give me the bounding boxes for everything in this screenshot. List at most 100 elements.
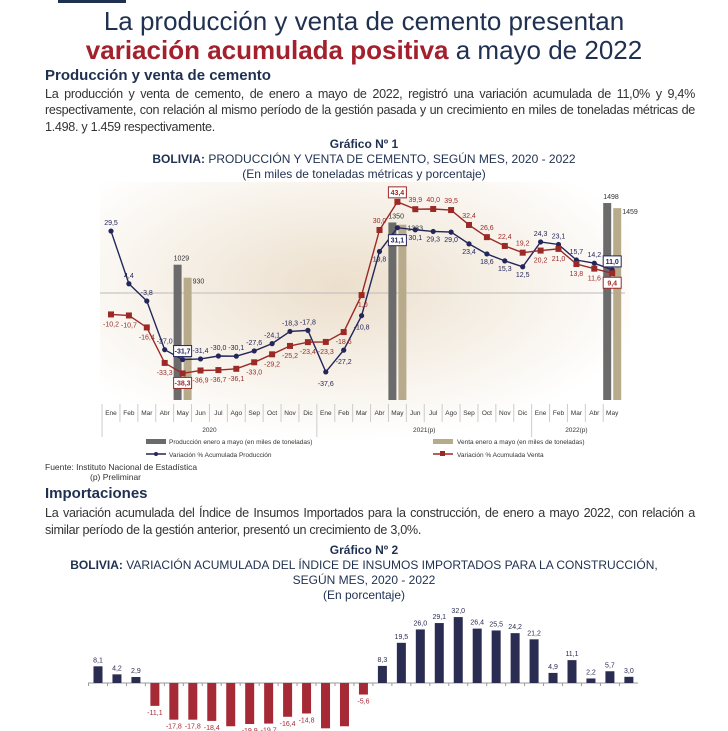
- chart1-title: BOLIVIA: PRODUCCIÓN Y VENTA DE CEMENTO, …: [0, 152, 728, 167]
- source-text: Fuente: Instituto Nacional de Estadístic…: [45, 462, 198, 473]
- month-label: May: [391, 410, 404, 417]
- production-point: [305, 327, 311, 334]
- sales-point: [358, 292, 365, 299]
- sales-value-label: 39,5: [444, 198, 458, 205]
- production-point: [323, 369, 329, 375]
- production-value-label: 4,4: [124, 273, 134, 280]
- production-point: [538, 239, 544, 245]
- bar: [624, 676, 634, 684]
- production-point: [394, 225, 400, 231]
- month-label: Feb: [553, 410, 565, 417]
- bar-value-label: -17,8: [185, 724, 201, 731]
- month-label: Ene: [105, 410, 117, 417]
- month-label: Mar: [141, 410, 153, 417]
- production-value-label: -30,1: [228, 345, 244, 352]
- page-title-line2: variación acumulada positiva a mayo de 2…: [0, 36, 728, 64]
- production-value-label: 12,5: [516, 272, 530, 279]
- chart1-subtitle: (En miles de toneladas métricas y porcen…: [242, 167, 486, 182]
- bar: [396, 642, 406, 684]
- production-bar: [388, 222, 397, 401]
- production-value-label: 30,1: [408, 235, 422, 242]
- sales-point: [609, 270, 616, 277]
- bar-value-label: -17,8: [166, 724, 182, 731]
- highlight-box: [602, 276, 622, 289]
- bar: [226, 683, 236, 727]
- production-value-label: 29,3: [426, 237, 440, 244]
- legend-marker-production: [154, 452, 158, 457]
- bar: [169, 683, 179, 720]
- sales-bar: [183, 277, 192, 401]
- production-point: [359, 313, 365, 319]
- month-label: Dic: [518, 410, 528, 417]
- sales-point: [161, 360, 168, 367]
- highlight-box: [387, 186, 407, 199]
- bar: [207, 683, 217, 721]
- production-value-label: -17,8: [300, 320, 316, 327]
- bar-value-label: 4,2: [112, 665, 122, 672]
- production-value-label: 24,3: [534, 231, 548, 238]
- bar: [358, 683, 368, 695]
- sales-point: [519, 249, 526, 256]
- title-rest: a mayo de 2022: [448, 35, 643, 65]
- bar: [377, 665, 387, 684]
- sales-bar: [613, 208, 622, 401]
- sales-value-label: 19,2: [516, 241, 530, 248]
- production-value-label: 14,2: [587, 252, 601, 259]
- production-value-label: -27,6: [246, 340, 262, 347]
- bar: [264, 683, 274, 724]
- month-label: Ago: [231, 410, 243, 417]
- sales-value-label: -33,0: [246, 370, 262, 377]
- month-label: Jul: [214, 410, 223, 417]
- production-point: [430, 229, 436, 235]
- production-value-label: -24,1: [264, 333, 280, 340]
- sales-value-label: -33,3: [157, 370, 173, 377]
- bar-value-label: 2,2: [586, 669, 596, 676]
- highlight-box: [173, 345, 193, 358]
- bar-value-label: 26,0: [414, 620, 428, 627]
- chart2-number: Gráfico Nº 2: [329, 543, 399, 558]
- sales-value-label: 20,2: [534, 258, 548, 265]
- legend-production-line: Variación % Acumulada Producción: [169, 452, 272, 459]
- sales-value-label: 30,0: [373, 218, 387, 225]
- sales-point: [555, 246, 562, 253]
- title-highlight: variación acumulada positiva: [85, 35, 449, 65]
- sales-value-label: 11,6: [588, 276, 601, 283]
- sales-point: [322, 339, 329, 346]
- bar-value-label: 2,9: [131, 668, 141, 675]
- bar-value-label: -11,1: [147, 710, 163, 717]
- bar-value-label: 24,2: [508, 624, 522, 631]
- bar-value-label: -19,7: [261, 728, 277, 731]
- section-heading-imports: Importaciones: [45, 485, 148, 503]
- bar-value-label: 32,0: [451, 608, 465, 615]
- bar: [605, 671, 615, 684]
- sales-point: [501, 243, 508, 250]
- chart2-title: BOLIVIA: VARIACIÓN ACUMULADA DEL ÍNDICE …: [0, 558, 728, 573]
- production-value-label: 15,3: [498, 266, 512, 273]
- production-value-label: 29,5: [104, 220, 118, 227]
- bar: [415, 629, 425, 684]
- bar: [112, 674, 122, 684]
- month-label: Sep: [248, 410, 260, 417]
- production-point: [555, 242, 562, 248]
- month-label: Abr: [374, 410, 385, 417]
- month-label: Ene: [535, 410, 547, 417]
- sales-bar: [398, 224, 407, 401]
- legend-sales-bar: Venta enero a mayo (en miles de tonelada…: [457, 439, 585, 446]
- year-label: 2021(p): [413, 427, 435, 434]
- preliminary-note: (p) Preliminar: [90, 472, 142, 483]
- bar-value-label: -5,6: [357, 699, 369, 706]
- bar: [491, 630, 501, 684]
- chart1-title-prefix: BOLIVIA:: [152, 152, 206, 167]
- bar: [150, 683, 160, 706]
- production-value-label: -37,6: [318, 381, 334, 388]
- bar-value-label: 5,7: [605, 662, 615, 669]
- production-point: [162, 347, 168, 353]
- legend-production-bar: Producción enero a mayo (en miles de ton…: [169, 439, 312, 446]
- production-point: [287, 329, 293, 335]
- production-value-label: 31,1: [391, 238, 405, 245]
- sales-point: [573, 261, 580, 268]
- chart1-source: Fuente: Instituto Nacional de Estadístic…: [45, 462, 728, 482]
- sales-value-label: -38,3: [175, 381, 191, 388]
- production-point: [126, 281, 132, 287]
- bar: [245, 683, 255, 725]
